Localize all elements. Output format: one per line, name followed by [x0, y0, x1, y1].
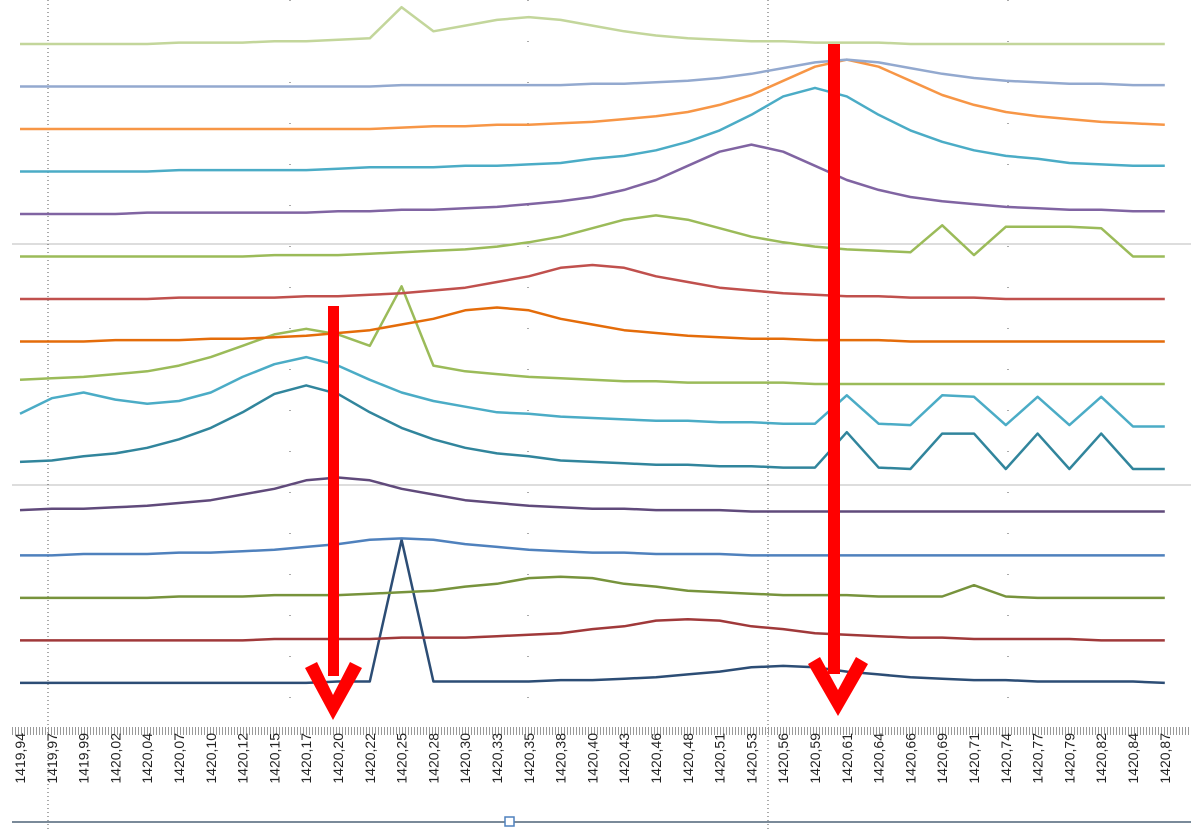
series-line: [20, 306, 1165, 343]
x-tick-label: 1420,59: [807, 733, 823, 784]
x-tick-label: 1420,82: [1093, 733, 1109, 784]
x-tick-label: 1420,02: [107, 733, 123, 784]
x-tick-label: 1420,66: [902, 733, 918, 784]
series-line: [20, 575, 1165, 600]
series-line: [19, 476, 1165, 513]
x-tick-label: 1420,79: [1061, 733, 1077, 784]
x-tick-label: 1420,04: [139, 733, 155, 784]
x-tick-label: 1420,84: [1125, 733, 1141, 784]
series-line: [20, 143, 1165, 216]
series-line: [20, 263, 1165, 301]
arrows: [305, 44, 868, 720]
series-line: [20, 58, 1165, 131]
x-tick-label: 1420,38: [553, 733, 569, 784]
x-tick-label: 1420,10: [203, 733, 219, 784]
arrow-head: [305, 662, 362, 720]
series-line: [20, 538, 1165, 685]
x-tick-label: 1420,17: [298, 733, 314, 784]
x-tick-label: 1420,12: [235, 733, 251, 784]
x-tick-label: 1420,51: [712, 733, 728, 784]
series-line: [20, 214, 1165, 258]
x-tick-label: 1420,40: [584, 733, 600, 784]
guides: [12, 0, 1191, 829]
axis-ruler: [12, 727, 1191, 735]
x-tick-label: 1420,61: [839, 733, 855, 784]
arrow-shaft: [828, 44, 840, 674]
x-tick-label: 1420,56: [775, 733, 791, 784]
scroll-thumb[interactable]: [504, 816, 515, 827]
arrow-shaft: [328, 306, 339, 676]
x-tick-label: 1420,33: [489, 733, 505, 784]
series-line: [20, 5, 1165, 46]
x-tick-label: 1419,97: [44, 733, 60, 784]
x-tick-label: 1420,28: [425, 733, 441, 784]
x-tick-label: 1420,25: [394, 733, 410, 784]
x-tick-label: 1420,64: [871, 733, 887, 784]
series-line: [20, 617, 1165, 642]
x-tick-label: 1420,20: [330, 733, 346, 784]
x-tick-label: 1420,71: [966, 733, 982, 784]
series-line: [19, 384, 1165, 471]
series-line: [19, 355, 1165, 428]
series-line: [20, 86, 1165, 173]
x-tick-label: 1420,30: [457, 733, 473, 784]
x-tick-label: 1419,99: [76, 733, 92, 784]
x-tick-label: 1420,87: [1157, 733, 1173, 784]
series-line: [20, 58, 1165, 88]
x-tick-label: 1420,15: [266, 733, 282, 784]
x-tick-label: 1420,77: [1030, 733, 1046, 784]
arrow-head: [808, 657, 868, 716]
x-tick-label: 1420,35: [521, 733, 537, 784]
x-tick-label: 1420,22: [362, 733, 378, 784]
x-tick-label: 1420,48: [680, 733, 696, 784]
x-tick-label: 1420,74: [998, 733, 1014, 784]
x-axis: 1419,94 1419,97 1419,99 1420,02 1420,04 1420,…: [12, 733, 1173, 784]
series-line: [19, 285, 1165, 386]
x-tick-label: 1420,69: [934, 733, 950, 784]
series-line: [20, 537, 1165, 557]
x-tick-label: 1420,43: [616, 733, 632, 784]
x-tick-label: 1420,46: [648, 733, 664, 784]
x-tick-label: 1420,07: [171, 733, 187, 784]
x-tick-label: 1419,94: [12, 733, 28, 784]
plot-area: [19, 5, 1165, 685]
x-tick-label: 1420,53: [743, 733, 759, 784]
